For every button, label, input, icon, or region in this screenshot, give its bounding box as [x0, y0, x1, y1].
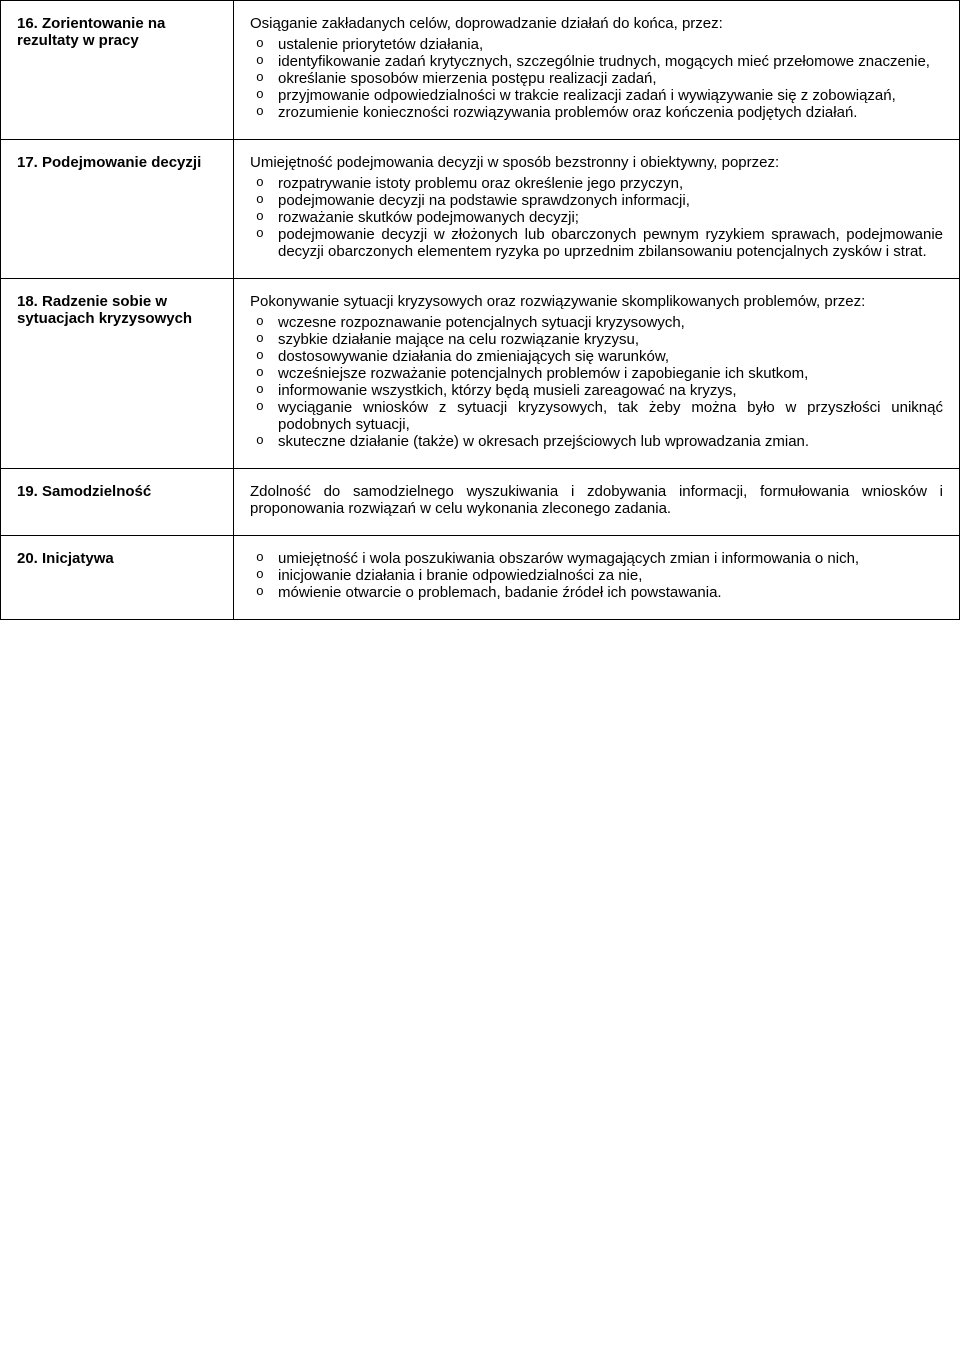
- row-intro: Pokonywanie sytuacji kryzysowych oraz ro…: [250, 293, 943, 310]
- list-item: skuteczne działanie (także) w okresach p…: [278, 433, 943, 450]
- list-item: rozważanie skutków podejmowanych decyzji…: [278, 209, 943, 226]
- list-item: szybkie działanie mające na celu rozwiąz…: [278, 331, 943, 348]
- table-row: 20. Inicjatywa umiejętność i wola poszuk…: [1, 536, 960, 620]
- list-item: mówienie otwarcie o problemach, badanie …: [278, 584, 943, 601]
- list-item: rozpatrywanie istoty problemu oraz okreś…: [278, 175, 943, 192]
- table-body: 16. Zorientowanie na rezultaty w pracy O…: [1, 1, 960, 620]
- row-title: 18. Radzenie sobie w sytuacjach kryzysow…: [1, 279, 234, 469]
- table-row: 17. Podejmowanie decyzji Umiejętność pod…: [1, 140, 960, 279]
- list-item: inicjowanie działania i branie odpowiedz…: [278, 567, 943, 584]
- list-item: ustalenie priorytetów działania,: [278, 36, 943, 53]
- row-title: 19. Samodzielność: [1, 469, 234, 536]
- table-row: 18. Radzenie sobie w sytuacjach kryzysow…: [1, 279, 960, 469]
- row-title: 17. Podejmowanie decyzji: [1, 140, 234, 279]
- list-item: umiejętność i wola poszukiwania obszarów…: [278, 550, 943, 567]
- list-item: określanie sposobów mierzenia postępu re…: [278, 70, 943, 87]
- row-content: Umiejętność podejmowania decyzji w sposó…: [234, 140, 960, 279]
- row-content: Pokonywanie sytuacji kryzysowych oraz ro…: [234, 279, 960, 469]
- list-item: wyciąganie wniosków z sytuacji kryzysowy…: [278, 399, 943, 433]
- row-title: 20. Inicjatywa: [1, 536, 234, 620]
- list-item: informowanie wszystkich, którzy będą mus…: [278, 382, 943, 399]
- table-row: 16. Zorientowanie na rezultaty w pracy O…: [1, 1, 960, 140]
- list-item: wcześniejsze rozważanie potencjalnych pr…: [278, 365, 943, 382]
- list-item: zrozumienie konieczności rozwiązywania p…: [278, 104, 943, 121]
- row-content: Osiąganie zakładanych celów, doprowadzan…: [234, 1, 960, 140]
- row-plain: Zdolność do samodzielnego wyszukiwania i…: [250, 483, 943, 517]
- list-item: podejmowanie decyzji na podstawie sprawd…: [278, 192, 943, 209]
- row-bullets: umiejętność i wola poszukiwania obszarów…: [250, 550, 943, 601]
- row-intro: Osiąganie zakładanych celów, doprowadzan…: [250, 15, 943, 32]
- row-bullets: wczesne rozpoznawanie potencjalnych sytu…: [250, 314, 943, 450]
- list-item: identyfikowanie zadań krytycznych, szcze…: [278, 53, 943, 70]
- row-bullets: ustalenie priorytetów działania, identyf…: [250, 36, 943, 121]
- row-intro: Umiejętność podejmowania decyzji w sposó…: [250, 154, 943, 171]
- list-item: przyjmowanie odpowiedzialności w trakcie…: [278, 87, 943, 104]
- list-item: podejmowanie decyzji w złożonych lub oba…: [278, 226, 943, 260]
- list-item: wczesne rozpoznawanie potencjalnych sytu…: [278, 314, 943, 331]
- row-bullets: rozpatrywanie istoty problemu oraz okreś…: [250, 175, 943, 260]
- table-row: 19. Samodzielność Zdolność do samodzieln…: [1, 469, 960, 536]
- row-content: umiejętność i wola poszukiwania obszarów…: [234, 536, 960, 620]
- row-content: Zdolność do samodzielnego wyszukiwania i…: [234, 469, 960, 536]
- row-title: 16. Zorientowanie na rezultaty w pracy: [1, 1, 234, 140]
- competency-table: 16. Zorientowanie na rezultaty w pracy O…: [0, 0, 960, 620]
- list-item: dostosowywanie działania do zmieniającyc…: [278, 348, 943, 365]
